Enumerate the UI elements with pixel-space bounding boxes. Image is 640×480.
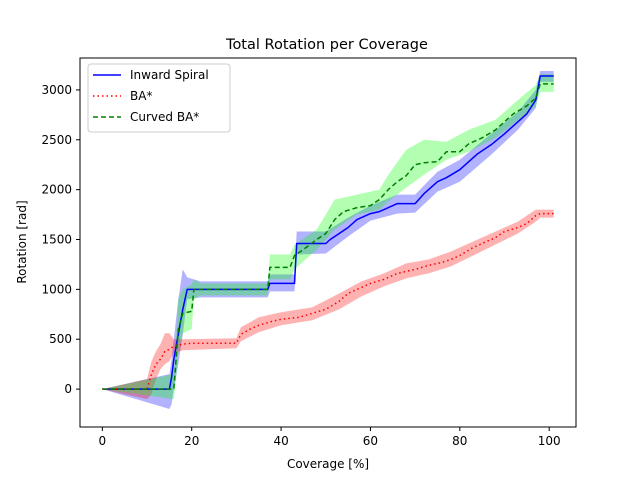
y-axis-label: Rotation [rad]	[15, 200, 29, 283]
x-tick-label: 60	[363, 434, 378, 448]
y-tick-label: 1000	[41, 282, 72, 296]
x-tick-label: 20	[184, 434, 199, 448]
legend: Inward Spiral BA* Curved BA*	[87, 63, 231, 133]
y-tick-label: 2500	[41, 133, 72, 147]
legend-label-1: BA*	[130, 89, 152, 103]
legend-label-0: Inward Spiral	[130, 68, 209, 82]
series-line-0	[102, 75, 554, 390]
series-band-0	[102, 71, 554, 409]
x-axis-label: Coverage [%]	[287, 457, 369, 471]
series-band-2	[102, 74, 554, 400]
legend-box	[87, 63, 231, 133]
y-tick-label: 500	[49, 332, 72, 346]
y-tick-label: 3000	[41, 83, 72, 97]
series-line-2	[102, 83, 554, 390]
axes-frame	[79, 57, 577, 428]
series-line-1	[102, 212, 554, 390]
chart-title: Total Rotation per Coverage	[225, 37, 428, 53]
x-tick-label: 100	[538, 434, 561, 448]
y-tick-label: 1500	[41, 233, 72, 247]
x-tick-label: 40	[273, 434, 288, 448]
plot-area	[102, 71, 554, 409]
y-tick-label: 0	[64, 382, 72, 396]
y-tick-label: 2000	[41, 183, 72, 197]
series-band-1	[102, 209, 554, 400]
legend-label-2: Curved BA*	[130, 110, 199, 124]
y-axis: 0 500 1000 1500 2000 2500 3000	[41, 83, 80, 396]
x-tick-label: 0	[99, 434, 107, 448]
x-axis: 0 20 40 60 80 100	[99, 427, 561, 448]
x-tick-label: 80	[452, 434, 467, 448]
